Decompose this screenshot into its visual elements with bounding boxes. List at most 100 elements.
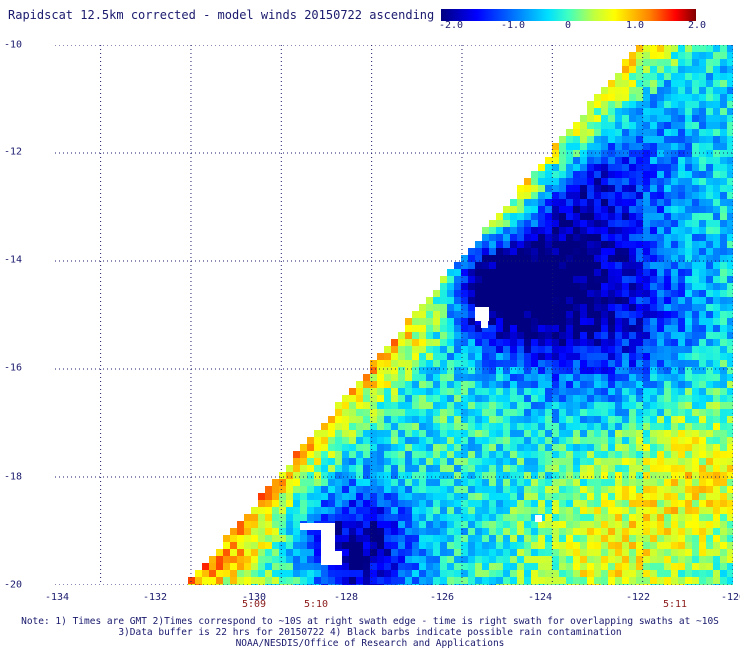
data-cell: [496, 556, 503, 563]
data-cell: [629, 493, 636, 500]
data-cell: [349, 493, 356, 500]
data-cell: [328, 493, 335, 500]
data-cell: [517, 346, 524, 353]
data-cell: [559, 332, 566, 339]
data-cell: [699, 444, 706, 451]
data-cell: [573, 388, 580, 395]
data-cell: [657, 213, 664, 220]
data-cell: [440, 451, 447, 458]
data-cell: [356, 514, 363, 521]
data-cell: [419, 332, 426, 339]
data-cell: [706, 143, 713, 150]
data-cell: [615, 451, 622, 458]
data-cell: [356, 549, 363, 556]
data-cell: [349, 402, 356, 409]
data-cell: [517, 437, 524, 444]
data-cell: [482, 262, 489, 269]
data-cell: [615, 122, 622, 129]
data-cell: [377, 507, 384, 514]
data-cell: [531, 493, 538, 500]
data-cell: [419, 493, 426, 500]
data-cell: [517, 528, 524, 535]
data-cell: [265, 563, 272, 570]
data-cell: [461, 374, 468, 381]
data-cell: [258, 577, 265, 584]
data-cell: [468, 276, 475, 283]
data-cell: [412, 486, 419, 493]
data-cell: [580, 129, 587, 136]
data-cell: [706, 94, 713, 101]
data-cell: [300, 542, 307, 549]
data-cell: [342, 465, 349, 472]
data-cell: [615, 129, 622, 136]
data-cell: [279, 521, 286, 528]
data-cell: [664, 402, 671, 409]
data-cell: [671, 395, 678, 402]
data-cell: [545, 227, 552, 234]
data-cell: [713, 227, 720, 234]
data-cell: [314, 479, 321, 486]
data-cell: [608, 178, 615, 185]
data-cell: [412, 367, 419, 374]
data-cell: [293, 458, 300, 465]
data-cell: [531, 318, 538, 325]
data-cell: [314, 535, 321, 542]
data-cell: [671, 164, 678, 171]
data-cell: [615, 241, 622, 248]
data-cell: [314, 528, 321, 535]
data-cell: [342, 416, 349, 423]
data-cell: [384, 556, 391, 563]
data-cell: [419, 437, 426, 444]
data-cell: [405, 346, 412, 353]
data-cell: [468, 500, 475, 507]
data-cell: [482, 437, 489, 444]
data-cell: [643, 276, 650, 283]
data-cell: [622, 94, 629, 101]
data-cell: [587, 367, 594, 374]
data-cell: [727, 45, 733, 52]
data-cell: [713, 150, 720, 157]
data-cell: [657, 465, 664, 472]
data-cell: [475, 423, 482, 430]
data-cell: [391, 395, 398, 402]
data-cell: [650, 353, 657, 360]
data-cell: [650, 430, 657, 437]
data-cell: [398, 521, 405, 528]
data-cell: [622, 304, 629, 311]
data-cell: [622, 80, 629, 87]
data-cell: [636, 465, 643, 472]
data-cell: [538, 444, 545, 451]
data-cell: [615, 577, 622, 584]
data-cell: [552, 465, 559, 472]
data-cell: [559, 290, 566, 297]
data-cell: [538, 339, 545, 346]
data-cell: [636, 276, 643, 283]
data-cell: [475, 346, 482, 353]
data-cell: [377, 430, 384, 437]
data-cell: [496, 402, 503, 409]
data-cell: [678, 458, 685, 465]
data-cell: [608, 430, 615, 437]
data-cell: [650, 241, 657, 248]
data-cell: [496, 521, 503, 528]
data-cell: [720, 535, 727, 542]
data-cell: [720, 444, 727, 451]
data-cell: [461, 444, 468, 451]
data-cell: [615, 73, 622, 80]
data-cell: [601, 227, 608, 234]
data-cell: [615, 584, 622, 585]
data-cell: [538, 402, 545, 409]
data-cell: [608, 388, 615, 395]
data-cell: [279, 563, 286, 570]
data-cell: [706, 269, 713, 276]
data-cell: [559, 206, 566, 213]
data-cell: [475, 353, 482, 360]
data-cell: [559, 570, 566, 577]
data-cell: [594, 535, 601, 542]
data-cell: [405, 430, 412, 437]
data-cell: [391, 535, 398, 542]
data-cell: [678, 318, 685, 325]
data-cell: [279, 528, 286, 535]
data-cell: [489, 584, 496, 585]
data-cell: [237, 549, 244, 556]
